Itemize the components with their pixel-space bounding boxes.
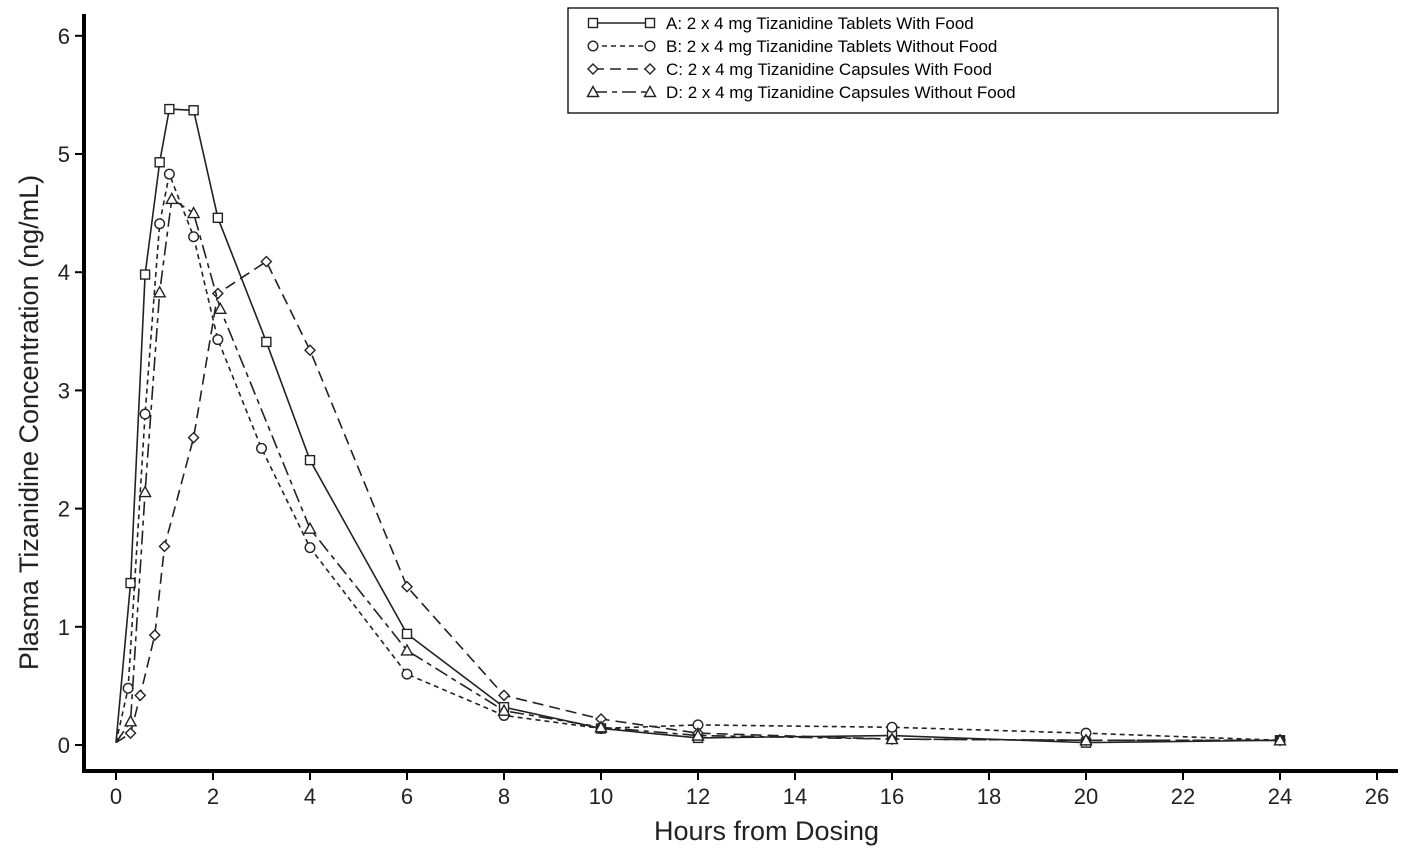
series-A-point [154, 157, 165, 168]
legend-marker-A [587, 17, 599, 29]
series-D-point [165, 191, 179, 205]
series-D [115, 191, 1287, 746]
x-tick-label: 10 [589, 784, 613, 809]
series-D-point [400, 643, 414, 656]
legend: A: 2 x 4 mg Tizanidine Tablets With Food… [567, 7, 1279, 114]
series-C-point [158, 540, 171, 553]
series-B-point [188, 231, 200, 243]
series-A-point [164, 103, 175, 115]
series-D-point [885, 732, 899, 745]
legend-marker-D [643, 85, 657, 98]
x-tick-label: 6 [401, 784, 413, 809]
series-D-point [594, 720, 608, 733]
x-ticks: 0 2 4 6 8 10 12 14 16 18 20 22 24 26 [110, 771, 1389, 809]
y-tick-label: 4 [58, 260, 70, 285]
x-tick-label: 2 [207, 784, 219, 809]
legend-entry-D: D: 2 x 4 mg Tizanidine Capsules Without … [586, 83, 1016, 102]
series-C [115, 255, 1286, 747]
legend-box [567, 7, 1279, 114]
series-B-point [401, 668, 413, 680]
series-B-line [115, 171, 1281, 743]
x-tick-label: 14 [783, 784, 807, 809]
y-tick-label: 6 [58, 24, 70, 49]
series-C-point [498, 689, 510, 702]
legend-marker-C [644, 63, 656, 75]
series-B-point [304, 542, 316, 554]
legend-entry-C: C: 2 x 4 mg Tizanidine Capsules With Foo… [587, 60, 992, 79]
series-B-point [122, 682, 134, 694]
y-axis-title: Plasma Tizanidine Concentration (ng/mL) [14, 175, 44, 670]
series-D-point [152, 285, 167, 298]
legend-label-C: C: 2 x 4 mg Tizanidine Capsules With Foo… [666, 60, 992, 79]
series-A-point [212, 212, 224, 224]
series-D-point [213, 301, 227, 315]
series-D-point [186, 206, 201, 219]
series-B-point [139, 408, 151, 420]
series-A [115, 103, 1286, 748]
legend-entry-A: A: 2 x 4 mg Tizanidine Tablets With Food [587, 14, 974, 33]
series-A-point [401, 628, 413, 640]
series-A-point [139, 269, 151, 280]
legend-label-B: B: 2 x 4 mg Tizanidine Tablets Without F… [666, 37, 997, 56]
legend-marker-C [587, 63, 599, 75]
series-B-point [154, 218, 166, 230]
series-D-line [115, 197, 1280, 744]
series-D-point [497, 703, 511, 716]
series-A-line [115, 108, 1281, 744]
series-C-point [260, 255, 273, 268]
series-A-point [261, 336, 272, 348]
y-tick-label: 5 [58, 142, 70, 167]
x-tick-label: 20 [1074, 784, 1098, 809]
x-tick-label: 4 [304, 784, 316, 809]
series-C-point [401, 580, 413, 593]
legend-entry-B: B: 2 x 4 mg Tizanidine Tablets Without F… [587, 37, 997, 56]
y-tick-label: 1 [58, 615, 70, 640]
series-C-point [134, 689, 147, 702]
series-C-line [115, 260, 1280, 744]
series-D-point [1273, 733, 1287, 746]
series-B [115, 168, 1286, 746]
legend-marker-B [587, 40, 599, 52]
x-tick-label: 16 [880, 784, 904, 809]
series-A-point [125, 577, 136, 589]
series-A-point [304, 454, 316, 466]
series-D-point [1079, 733, 1093, 746]
series-D-point [691, 728, 705, 741]
y-tick-label: 2 [58, 497, 70, 522]
legend-marker-B [644, 40, 656, 52]
x-tick-label: 12 [686, 784, 710, 809]
x-tick-label: 26 [1365, 784, 1389, 809]
x-tick-label: 8 [498, 784, 510, 809]
series-C-point [124, 727, 137, 740]
legend-label-A: A: 2 x 4 mg Tizanidine Tablets With Food [666, 14, 974, 33]
series-B-point [212, 334, 224, 346]
x-tick-label: 18 [977, 784, 1001, 809]
series-B-point [163, 168, 175, 180]
series-D-point [303, 521, 317, 534]
y-tick-label: 3 [58, 378, 70, 403]
series-B-point [256, 442, 268, 454]
series-C-point [148, 629, 161, 642]
y-ticks: 0 1 2 3 4 5 6 [58, 24, 84, 758]
x-axis-title: Hours from Dosing [654, 816, 879, 846]
legend-label-D: D: 2 x 4 mg Tizanidine Capsules Without … [666, 83, 1016, 102]
series-D-point [138, 485, 152, 498]
series-A-point [188, 105, 199, 116]
x-tick-label: 0 [110, 784, 122, 809]
series-B-point [886, 721, 898, 733]
series-C-point [187, 431, 200, 444]
x-tick-label: 22 [1171, 784, 1195, 809]
legend-marker-D [586, 85, 600, 98]
y-tick-label: 0 [58, 733, 70, 758]
legend-marker-A [644, 17, 656, 29]
plot-area [115, 103, 1287, 748]
series-D-point [123, 714, 138, 727]
axes [82, 14, 1398, 773]
x-tick-label: 24 [1268, 784, 1292, 809]
series-C-point [304, 344, 316, 357]
series-C-point [211, 287, 224, 300]
